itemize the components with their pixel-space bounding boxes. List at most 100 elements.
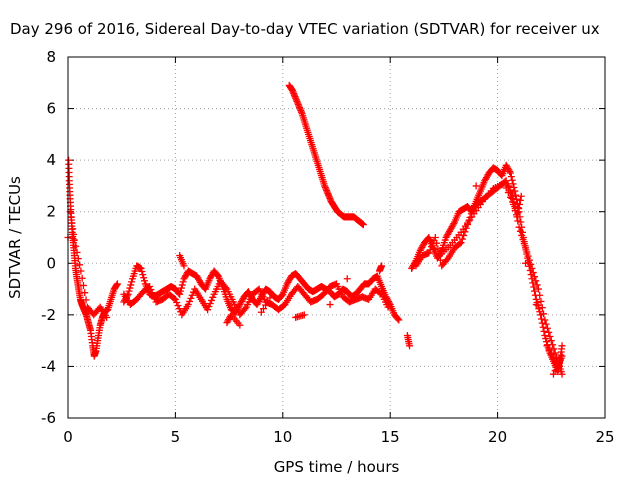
data-point: [546, 333, 554, 341]
data-point: [507, 173, 515, 181]
data-point: [394, 315, 402, 323]
plot-frame: [67, 56, 606, 419]
data-point: [558, 352, 566, 360]
data-point: [177, 284, 185, 292]
data-point: [515, 205, 523, 213]
y-tick-label: 6: [46, 100, 56, 118]
data-point: [551, 367, 559, 375]
data-point: [103, 313, 111, 321]
data-point: [70, 230, 78, 238]
data-point: [516, 200, 524, 208]
data-point: [268, 290, 276, 298]
data-point: [175, 305, 183, 313]
data-point: [542, 335, 550, 343]
x-tick-label: 0: [63, 428, 73, 446]
x-tick-label: 5: [171, 428, 181, 446]
data-point: [300, 311, 308, 319]
data-point: [547, 337, 555, 345]
data-point: [545, 328, 553, 336]
data-point: [540, 327, 548, 335]
data-point: [137, 264, 145, 272]
data-point: [180, 262, 188, 270]
data-point: [443, 256, 451, 264]
data-point: [543, 324, 551, 332]
data-point: [555, 359, 563, 367]
data-point: [545, 346, 553, 354]
data-point: [508, 176, 516, 184]
data-point: [69, 225, 77, 233]
y-tick-label: -6: [41, 409, 56, 427]
data-point: [517, 192, 525, 200]
data-point: [550, 345, 558, 353]
data-point: [262, 301, 270, 309]
data-point: [547, 350, 555, 358]
data-point: [450, 220, 458, 228]
data-point: [458, 235, 466, 243]
data-point: [72, 242, 80, 250]
data-point: [518, 231, 526, 239]
data-point: [113, 280, 121, 288]
data-point: [170, 294, 178, 302]
data-point: [553, 363, 561, 371]
data-point: [534, 285, 542, 293]
data-point: [549, 370, 557, 378]
data-point: [140, 274, 148, 282]
data-point: [81, 289, 89, 297]
data-point: [537, 315, 545, 323]
data-point: [241, 305, 249, 313]
data-point: [127, 281, 135, 289]
data-point: [171, 295, 179, 303]
x-axis-label: GPS time / hours: [274, 458, 400, 476]
data-point: [537, 297, 545, 305]
data-point: [524, 252, 532, 260]
data-point: [378, 262, 386, 270]
data-point: [523, 248, 531, 256]
data-point: [519, 236, 527, 244]
data-points: [64, 81, 566, 378]
data-point: [537, 311, 545, 319]
data-point: [179, 278, 187, 286]
data-point: [538, 304, 546, 312]
data-point: [543, 342, 551, 350]
data-point: [540, 310, 548, 318]
data-point: [326, 301, 334, 309]
data-point: [533, 281, 541, 289]
data-point: [514, 209, 522, 217]
data-point: [427, 243, 435, 251]
data-point: [522, 259, 530, 267]
data-point: [176, 290, 184, 298]
data-point: [558, 342, 566, 350]
y-tick-label: -4: [41, 357, 56, 375]
data-point: [536, 291, 544, 299]
data-point: [472, 182, 480, 190]
data-point: [516, 196, 524, 204]
y-axis-label: SDTVAR / TECUs: [6, 176, 24, 299]
data-point: [146, 282, 154, 290]
chart-title: Day 296 of 2016, Sidereal Day-to-day VTE…: [10, 20, 600, 38]
data-point: [506, 167, 514, 175]
data-point: [343, 275, 351, 283]
data-point: [173, 298, 181, 306]
data-point: [406, 342, 414, 350]
data-point: [67, 213, 75, 221]
data-point: [73, 248, 81, 256]
data-point: [549, 341, 557, 349]
data-point: [236, 321, 244, 329]
data-point: [74, 255, 82, 263]
data-point: [139, 271, 147, 279]
data-point: [508, 194, 516, 202]
data-point: [376, 289, 384, 297]
data-point: [516, 227, 524, 235]
data-point: [541, 331, 549, 339]
data-point: [426, 246, 434, 254]
data-point: [177, 287, 185, 295]
y-tick-label: 8: [46, 48, 56, 66]
data-point: [125, 287, 133, 295]
data-point: [520, 240, 528, 248]
x-tick-label: 25: [595, 428, 614, 446]
data-point: [384, 303, 392, 311]
data-point: [206, 300, 214, 308]
data-point: [532, 301, 540, 309]
data-point: [266, 294, 274, 302]
data-point: [395, 316, 403, 324]
